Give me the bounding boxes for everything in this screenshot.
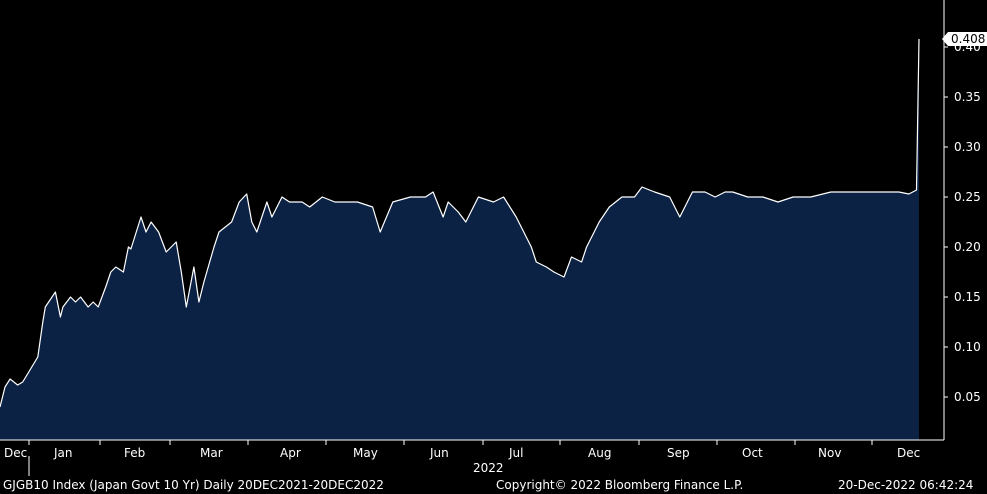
y-tick-label: 0.25 (954, 190, 981, 204)
x-tick-label: Aug (588, 446, 611, 460)
series-line (0, 38, 920, 408)
x-tick-label: Feb (124, 446, 145, 460)
x-tick-label: Jun (429, 446, 449, 460)
x-tick-label: Dec (897, 446, 920, 460)
x-tick-label: Sep (667, 446, 690, 460)
x-tick-label: Jul (508, 446, 523, 460)
y-tick-label: 0.05 (954, 390, 981, 404)
last-value-label: 0.408 (951, 32, 985, 46)
x-axis-year-label: 2022 (473, 461, 504, 475)
series-area-fill (0, 39, 919, 440)
x-tick-label: Apr (280, 446, 301, 460)
x-tick-label: May (353, 446, 378, 460)
y-tick-label: 0.15 (954, 290, 981, 304)
last-value-flag (942, 32, 987, 46)
y-tick-label: 0.30 (954, 140, 981, 154)
y-tick-label: 0.35 (954, 90, 981, 104)
x-tick-label: Dec (4, 446, 27, 460)
footer-copyright: Copyright© 2022 Bloomberg Finance L.P. (496, 478, 744, 492)
x-tick-label: Mar (200, 446, 223, 460)
footer-ticker-label: GJGB10 Index (Japan Govt 10 Yr) Daily 20… (3, 478, 384, 492)
y-tick-label: 0.20 (954, 240, 981, 254)
x-tick-label: Oct (742, 446, 763, 460)
axis-layer (0, 0, 948, 476)
y-tick-label: 0.10 (954, 340, 981, 354)
x-tick-label: Jan (53, 446, 73, 460)
footer-timestamp: 20-Dec-2022 06:42:24 (838, 478, 974, 492)
area-layer (0, 38, 920, 440)
x-tick-label: Nov (818, 446, 841, 460)
